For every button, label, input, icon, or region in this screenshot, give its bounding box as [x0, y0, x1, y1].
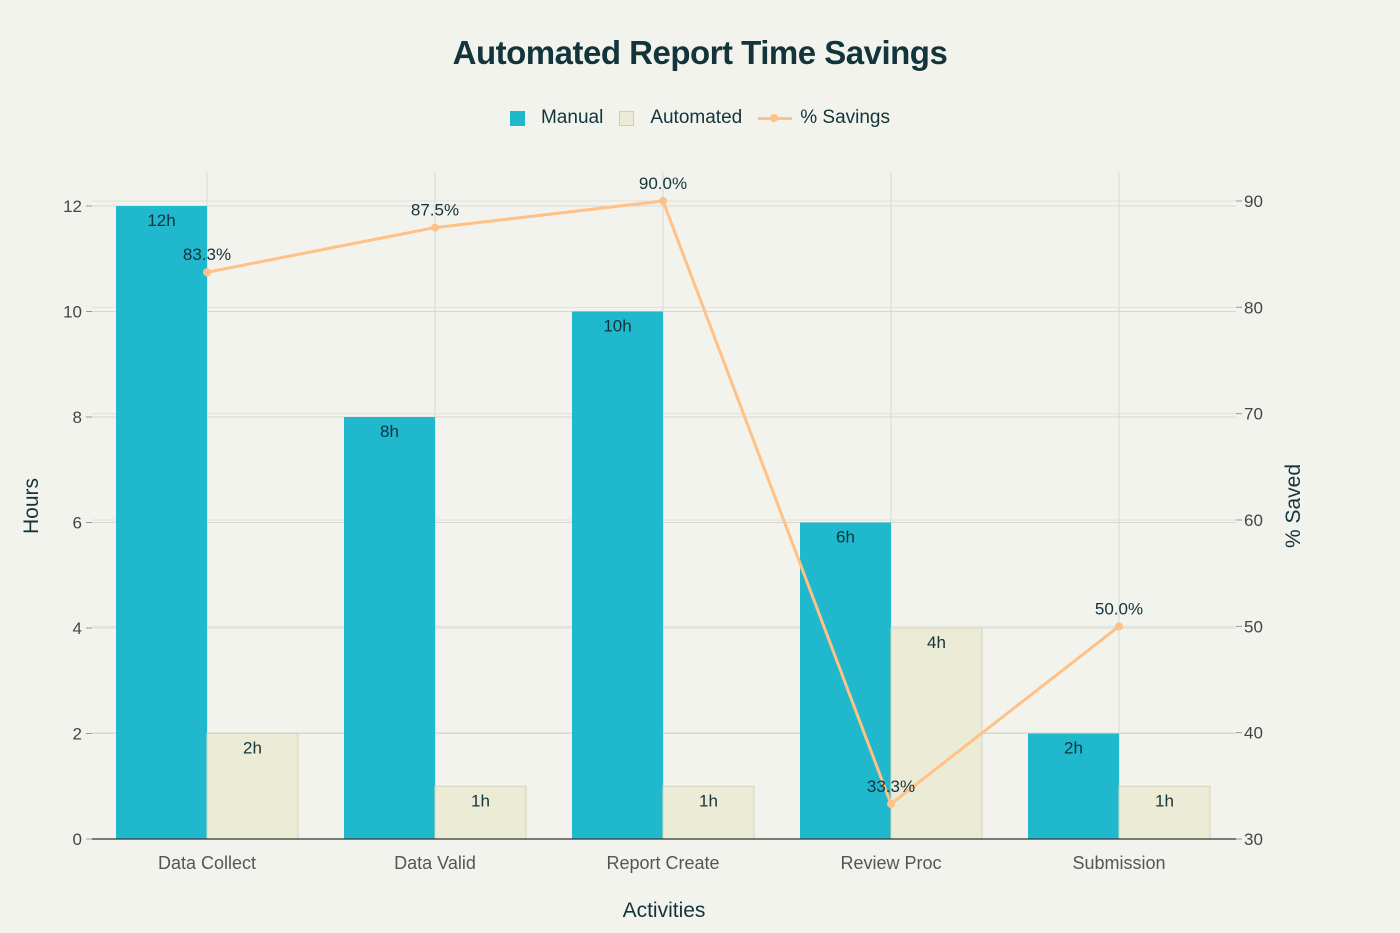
savings-label: 90.0% [639, 174, 687, 193]
y-tick-label: 10 [63, 303, 82, 322]
legend-label-manual: Manual [540, 107, 604, 128]
legend-swatch-savings [758, 111, 793, 125]
bar-label-manual: 10h [603, 317, 631, 336]
bar-manual [344, 417, 435, 839]
savings-point [887, 799, 895, 808]
y2-axis-title: % Saved [1282, 464, 1305, 548]
y2-tick-label: 90 [1244, 192, 1263, 211]
bar-automated [662, 785, 755, 840]
y-tick-label: 8 [73, 408, 82, 427]
savings-label: 33.3% [867, 777, 915, 796]
y2-tick-label: 70 [1244, 405, 1263, 424]
x-tick-label: Submission [1072, 853, 1165, 873]
bar-label-manual: 12h [147, 211, 175, 230]
legend-label-automated: Automated [650, 107, 743, 128]
bar-label-automated: 1h [1155, 791, 1174, 810]
bar-label-manual: 6h [836, 528, 855, 547]
y2-tick-label: 60 [1244, 511, 1263, 530]
y-axis-title: Hours [20, 478, 43, 534]
legend: Manual Automated % Savings [0, 107, 1400, 129]
x-tick-label: Review Proc [840, 853, 941, 873]
y-tick-label: 6 [73, 514, 82, 533]
x-axis-title: Activities [623, 899, 706, 922]
y-tick-label: 2 [73, 725, 82, 744]
bar-label-manual: 8h [380, 422, 399, 441]
bar-label-automated: 4h [927, 633, 946, 652]
savings-label: 87.5% [411, 201, 459, 220]
bar-manual [116, 206, 207, 839]
legend-label-savings: % Savings [800, 107, 890, 128]
bar-manual [1028, 733, 1119, 839]
bar-label-automated: 2h [243, 739, 262, 758]
savings-point [659, 197, 667, 205]
savings-point [1115, 622, 1123, 631]
legend-swatch-manual [509, 110, 525, 126]
legend-item-automated[interactable]: Automated [619, 107, 742, 129]
bar-automated [890, 627, 983, 840]
chart-title: Automated Report Time Savings [452, 34, 948, 71]
bar-label-automated: 1h [699, 791, 718, 810]
bar-manual [572, 311, 663, 839]
savings-label: 50.0% [1095, 599, 1143, 618]
savings-point [203, 268, 211, 277]
y2-tick-label: 80 [1244, 298, 1263, 317]
savings-label: 83.3% [183, 245, 231, 264]
legend-swatch-automated [619, 110, 635, 126]
bar-label-automated: 1h [471, 791, 490, 810]
y-tick-label: 12 [63, 197, 82, 216]
y2-tick-label: 30 [1244, 830, 1263, 849]
y-tick-label: 0 [73, 830, 82, 849]
y2-tick-label: 40 [1244, 724, 1263, 743]
x-tick-label: Data Collect [158, 853, 256, 873]
x-tick-label: Report Create [606, 853, 719, 873]
legend-item-savings[interactable]: % Savings [758, 107, 890, 129]
bar-label-manual: 2h [1064, 739, 1083, 758]
legend-item-manual[interactable]: Manual [509, 107, 604, 129]
x-tick-label: Data Valid [394, 853, 476, 873]
y2-tick-label: 50 [1244, 617, 1263, 636]
y-tick-label: 4 [73, 619, 82, 638]
savings-point [431, 223, 439, 232]
bar-automated [1118, 785, 1211, 840]
